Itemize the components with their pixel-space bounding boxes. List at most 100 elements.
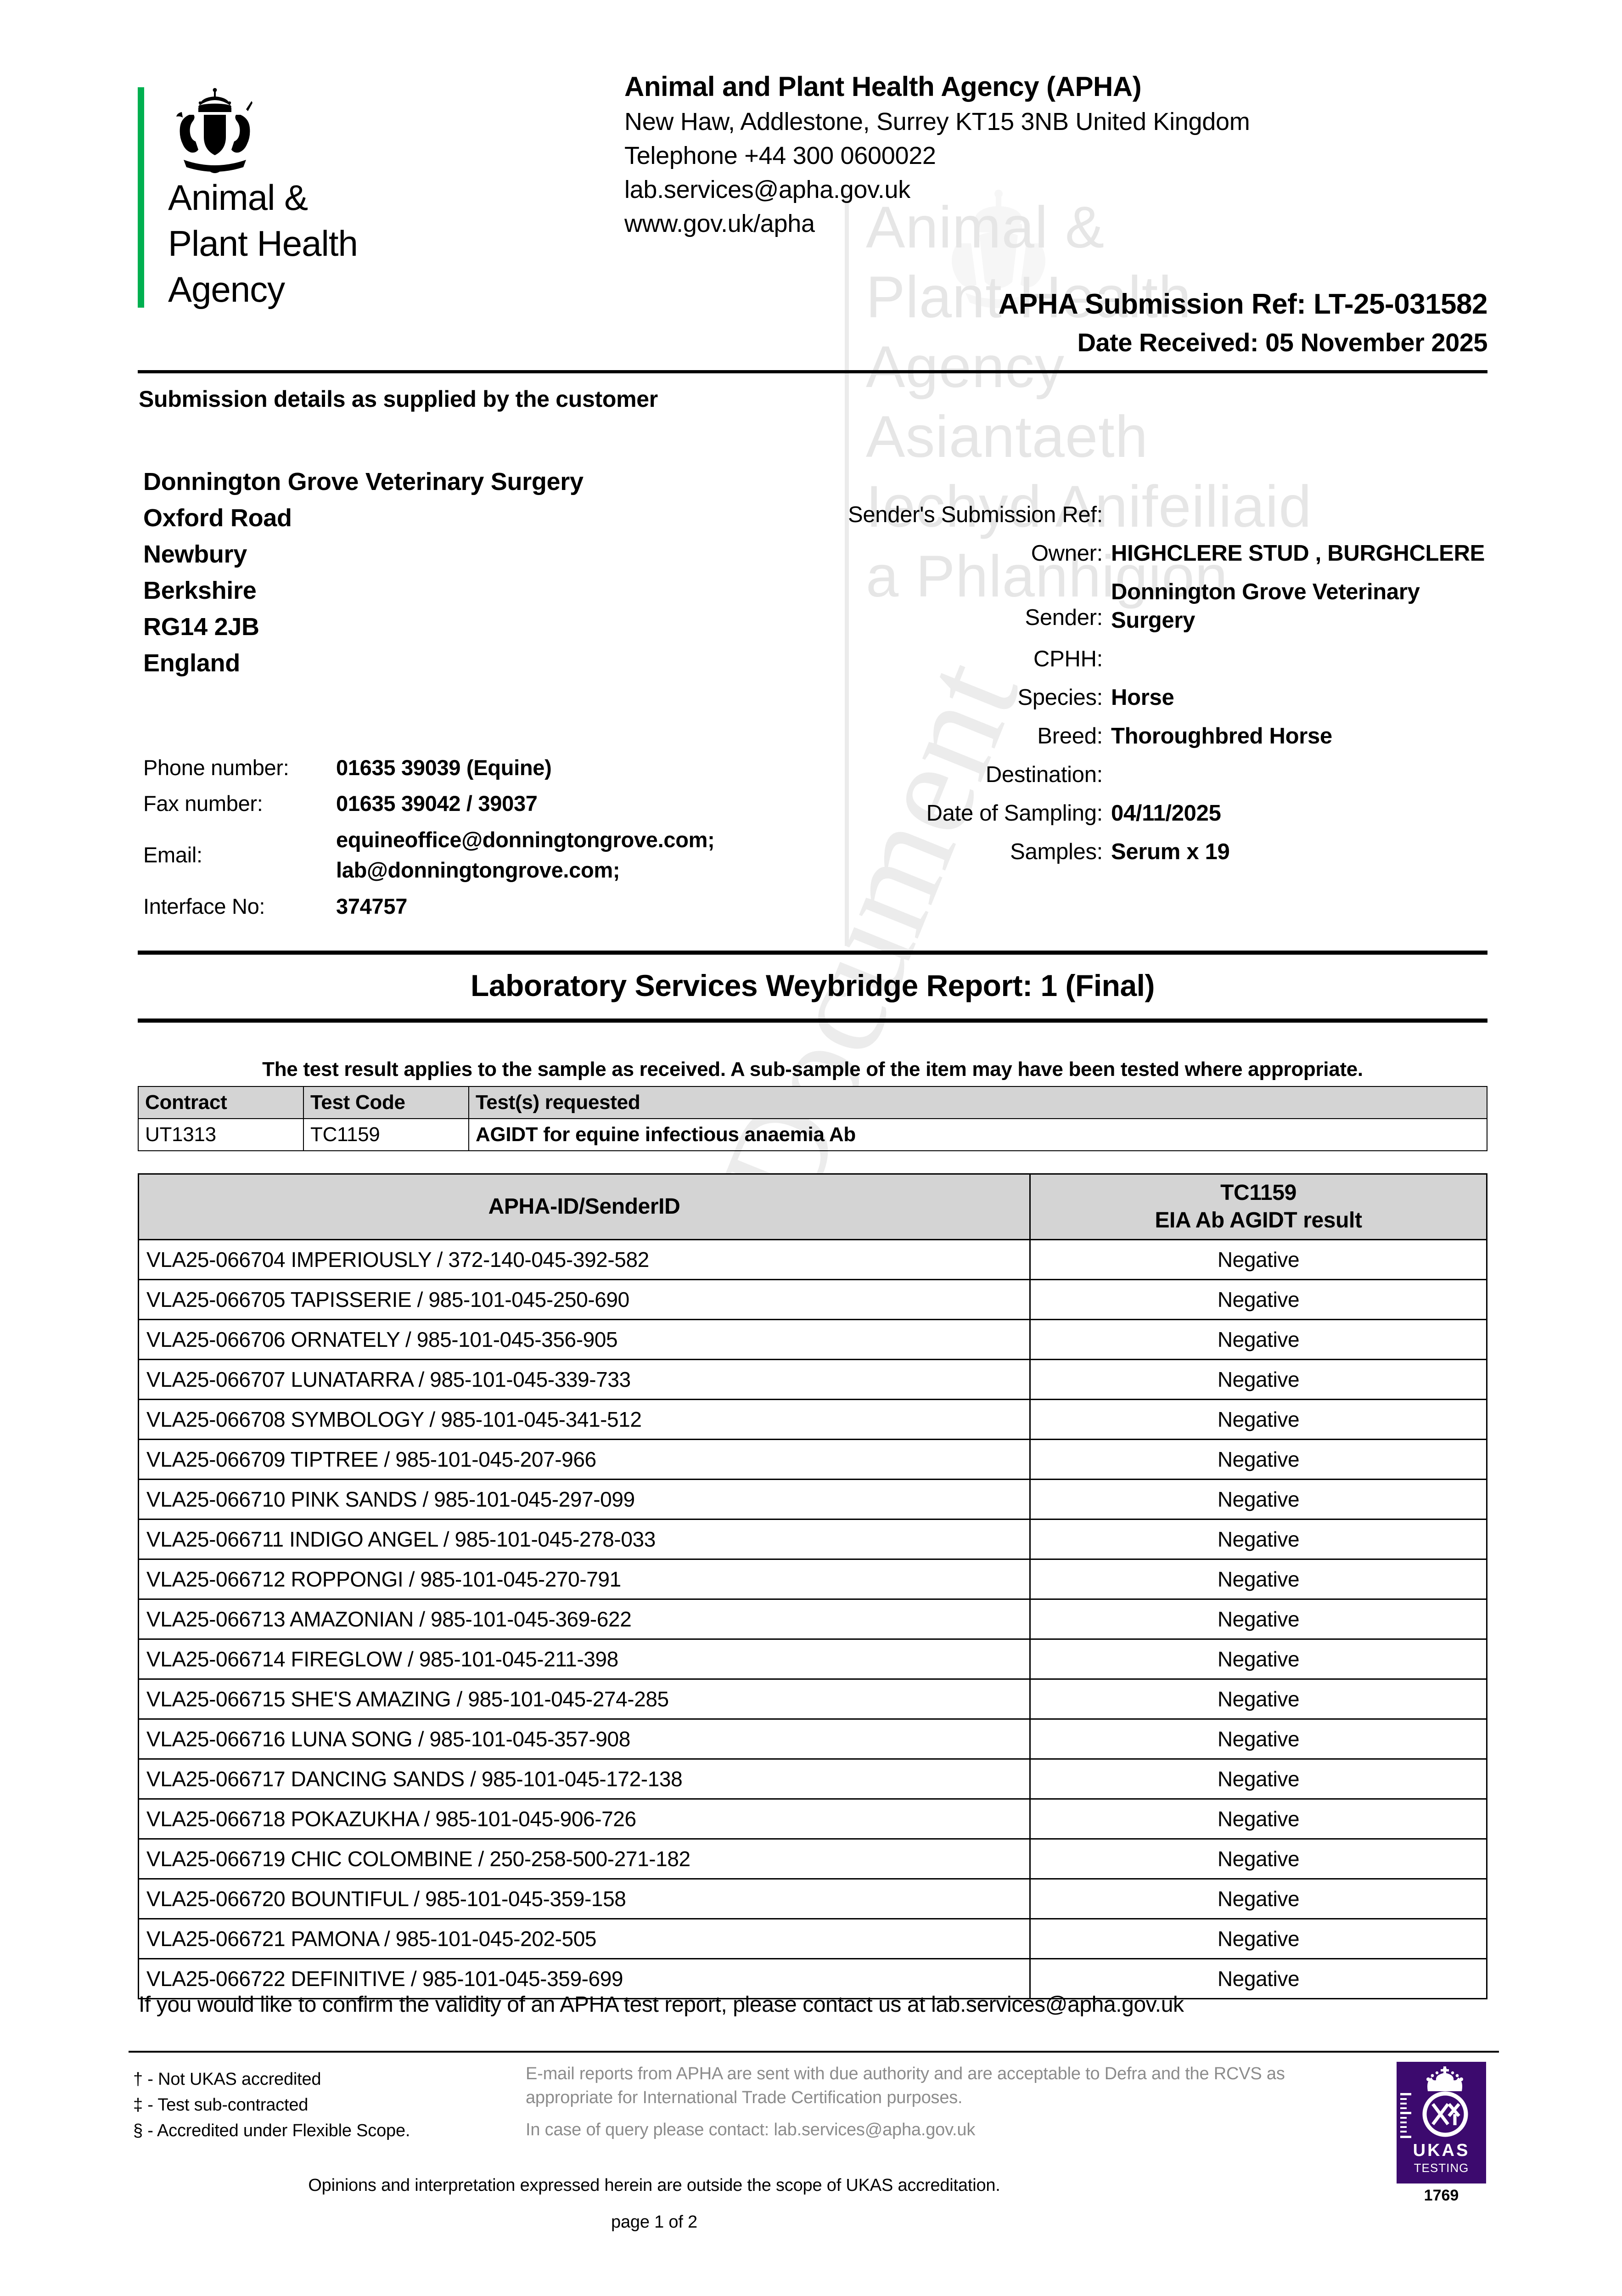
table-row: VLA25-066721 PAMONA / 985-101-045-202-50… — [138, 1918, 1487, 1959]
report-title-rule-bottom — [138, 1019, 1487, 1023]
opinions-disclaimer: Opinions and interpretation expressed he… — [308, 2176, 1000, 2195]
cell-sample-id: VLA25-066722 DEFINITIVE / 985-101-045-35… — [138, 1958, 1031, 1999]
ukas-logo: UKAS TESTING 1769 — [1397, 2062, 1486, 2204]
cell-sample-id: VLA25-066707 LUNATARRA / 985-101-045-339… — [138, 1359, 1031, 1400]
agency-website: www.gov.uk/apha — [624, 210, 815, 237]
destination-row: Destination: — [799, 760, 1487, 789]
cell-sample-id: VLA25-066717 DANCING SANDS / 985-101-045… — [138, 1758, 1031, 1800]
cphh-label: CPHH: — [1033, 647, 1103, 671]
footer-divider — [129, 2051, 1499, 2053]
cell-contract: UT1313 — [138, 1118, 304, 1151]
sender-value: Donnington Grove Veterinary Surgery — [1111, 578, 1420, 635]
results-table: APHA-ID/SenderID TC1159 EIA Ab AGIDT res… — [138, 1173, 1487, 1999]
fax-row: Fax number: 01635 39042 / 39037 — [143, 789, 795, 818]
royal-coat-of-arms-icon — [176, 88, 253, 173]
sender-row: Sender: Donnington Grove Veterinary Surg… — [799, 578, 1487, 635]
interface-label: Interface No: — [143, 894, 265, 918]
table-row: VLA25-066720 BOUNTIFUL / 985-101-045-359… — [138, 1878, 1487, 1919]
cell-result: Negative — [1029, 1758, 1487, 1800]
cell-sample-id: VLA25-066704 IMPERIOUSLY / 372-140-045-3… — [138, 1239, 1031, 1280]
senders-ref-row: Sender's Submission Ref: — [799, 501, 1487, 529]
date-received: Date Received: 05 November 2025 — [1077, 328, 1488, 357]
cell-result: Negative — [1029, 1878, 1487, 1919]
table-row: VLA25-066712 ROPPONGI / 985-101-045-270-… — [138, 1559, 1487, 1600]
th-test-code: Test Code — [303, 1086, 469, 1119]
ukas-name: UKAS — [1413, 2141, 1470, 2160]
submission-details-heading: Submission details as supplied by the cu… — [139, 386, 658, 412]
note-flexible-scope: § - Accredited under Flexible Scope. — [133, 2121, 410, 2140]
table-row: VLA25-066709 TIPTREE / 985-101-045-207-9… — [138, 1439, 1487, 1480]
agency-address-block: Animal and Plant Health Agency (APHA) Ne… — [624, 69, 1497, 241]
agency-title: Animal and Plant Health Agency (APHA) — [624, 71, 1142, 102]
customer-contact-details: Phone number: 01635 39039 (Equine) Fax n… — [143, 753, 795, 928]
validity-confirmation-line: If you would like to confirm the validit… — [139, 1992, 1184, 2017]
cell-sample-id: VLA25-066714 FIREGLOW / 985-101-045-211-… — [138, 1638, 1031, 1680]
cell-result: Negative — [1029, 1559, 1487, 1600]
apha-logo-text: Animal & Plant Health Agency — [168, 174, 358, 312]
destination-label: Destination: — [985, 762, 1103, 787]
table-row: UT1313 TC1159 AGIDT for equine infectiou… — [138, 1118, 1487, 1151]
phone-label: Phone number: — [143, 755, 289, 780]
table-row: VLA25-066708 SYMBOLOGY / 985-101-045-341… — [138, 1399, 1487, 1440]
logo-line-2: Plant Health — [168, 223, 358, 264]
email-value-1: equineoffice@donningtongrove.com; — [336, 827, 715, 852]
cell-sample-id: VLA25-066709 TIPTREE / 985-101-045-207-9… — [138, 1439, 1031, 1480]
logo-line-1: Animal & — [168, 177, 308, 218]
customer-address-line: Donnington Grove Veterinary Surgery — [143, 468, 584, 495]
submission-ref: APHA Submission Ref: LT-25-031582 — [998, 288, 1488, 320]
email-note-paragraph-2: In case of query please contact: lab.ser… — [526, 2120, 976, 2139]
email-label: Email: — [143, 843, 202, 867]
cell-sample-id: VLA25-066716 LUNA SONG / 985-101-045-357… — [138, 1718, 1031, 1760]
ukas-ruler-icon — [1400, 2093, 1411, 2138]
breed-label: Breed: — [1037, 724, 1103, 748]
interface-value: 374757 — [336, 894, 408, 918]
owner-value: HIGHCLERE STUD , BURGHCLERE — [1111, 541, 1485, 566]
table-row: VLA25-066717 DANCING SANDS / 985-101-045… — [138, 1758, 1487, 1800]
table-row: VLA25-066718 POKAZUKHA / 985-101-045-906… — [138, 1798, 1487, 1840]
cell-result: Negative — [1029, 1918, 1487, 1959]
cell-sample-id: VLA25-066708 SYMBOLOGY / 985-101-045-341… — [138, 1399, 1031, 1440]
report-note: The test result applies to the sample as… — [262, 1058, 1363, 1080]
cell-result: Negative — [1029, 1239, 1487, 1280]
email-authority-note: E-mail reports from APHA are sent with d… — [526, 2062, 1288, 2142]
logo-green-bar — [138, 87, 144, 308]
cell-result: Negative — [1029, 1598, 1487, 1640]
cphh-row: CPHH: — [799, 645, 1487, 673]
table-row: VLA25-066710 PINK SANDS / 985-101-045-29… — [138, 1479, 1487, 1520]
cell-result: Negative — [1029, 1439, 1487, 1480]
cell-result: Negative — [1029, 1958, 1487, 1999]
table-row: VLA25-066716 LUNA SONG / 985-101-045-357… — [138, 1718, 1487, 1760]
th-tests-requested: Test(s) requested — [468, 1086, 1487, 1119]
samples-row: Samples: Serum x 19 — [799, 838, 1487, 866]
logo-line-3: Agency — [168, 269, 285, 310]
cell-result: Negative — [1029, 1359, 1487, 1400]
cell-sample-id: VLA25-066718 POKAZUKHA / 985-101-045-906… — [138, 1798, 1031, 1840]
submission-meta: Sender's Submission Ref: Owner: HIGHCLER… — [799, 501, 1487, 876]
ukas-crown-icon — [1426, 2066, 1463, 2091]
cell-result: Negative — [1029, 1479, 1487, 1520]
sender-label: Sender: — [1025, 605, 1103, 630]
samples-value: Serum x 19 — [1111, 839, 1230, 864]
sampling-date-value: 04/11/2025 — [1111, 801, 1221, 826]
table-row: VLA25-066705 TAPISSERIE / 985-101-045-25… — [138, 1279, 1487, 1320]
customer-address-line: RG14 2JB — [143, 613, 259, 641]
cell-test-code: TC1159 — [303, 1118, 469, 1151]
agency-email: lab.services@apha.gov.uk — [624, 176, 910, 203]
sender-value-line-1: Donnington Grove Veterinary — [1111, 580, 1420, 604]
cell-result: Negative — [1029, 1678, 1487, 1720]
cell-sample-id: VLA25-066713 AMAZONIAN / 985-101-045-369… — [138, 1598, 1031, 1640]
table-row: VLA25-066704 IMPERIOUSLY / 372-140-045-3… — [138, 1239, 1487, 1280]
requested-tests-header-row: Contract Test Code Test(s) requested — [138, 1086, 1487, 1119]
species-label: Species: — [1017, 685, 1103, 710]
table-row: VLA25-066711 INDIGO ANGEL / 985-101-045-… — [138, 1519, 1487, 1560]
table-row: VLA25-066713 AMAZONIAN / 985-101-045-369… — [138, 1598, 1487, 1640]
note-not-ukas-accredited: † - Not UKAS accredited — [133, 2070, 321, 2089]
th-apha-id: APHA-ID/SenderID — [138, 1173, 1031, 1240]
cell-result: Negative — [1029, 1638, 1487, 1680]
cell-sample-id: VLA25-066719 CHIC COLOMBINE / 250-258-50… — [138, 1838, 1031, 1880]
ukas-logo-box: UKAS TESTING — [1397, 2062, 1486, 2183]
requested-tests-table: Contract Test Code Test(s) requested UT1… — [138, 1086, 1487, 1151]
ukas-emblem-icon — [1422, 2091, 1468, 2137]
cell-result: Negative — [1029, 1718, 1487, 1760]
